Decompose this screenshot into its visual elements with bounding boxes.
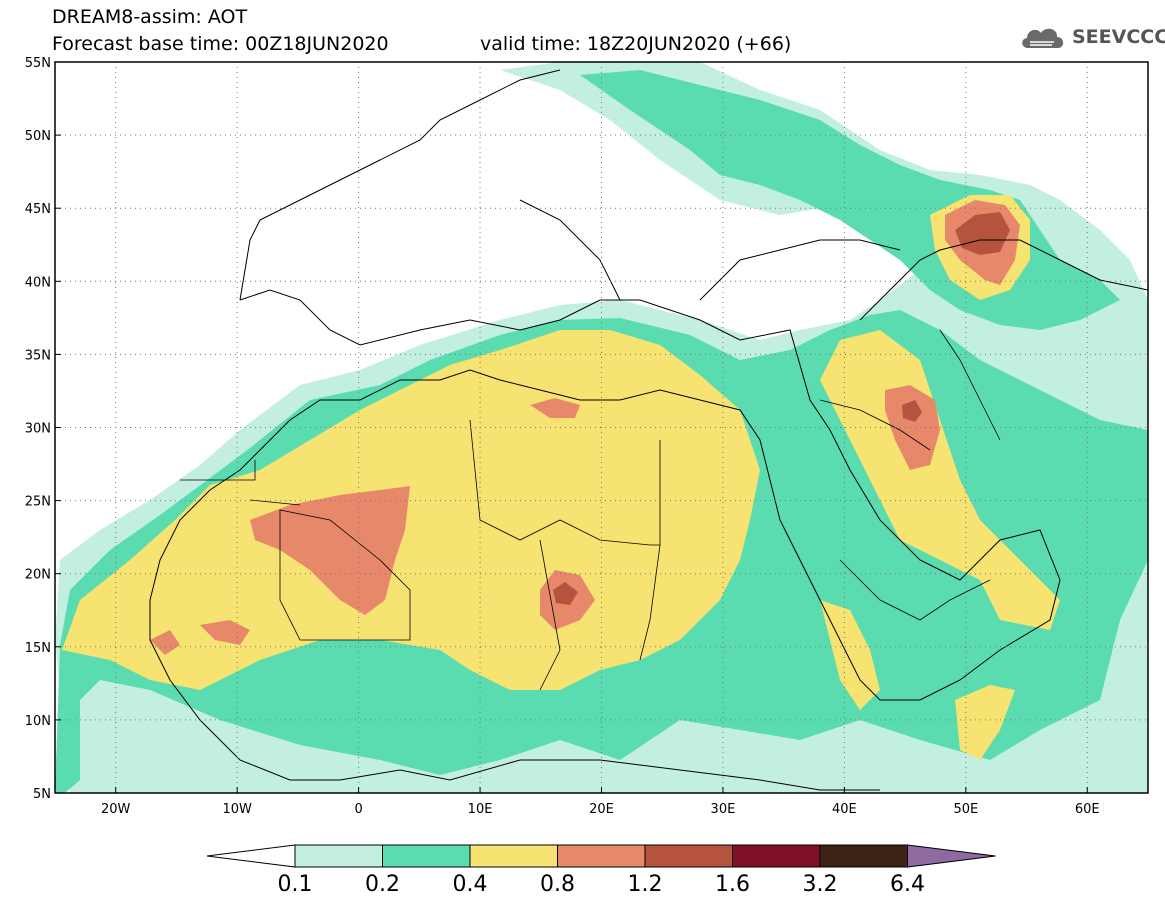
lat-tick-label: 20N — [25, 568, 51, 583]
colorbar-swatch — [732, 844, 821, 868]
colorbar-level-label: 0.4 — [452, 872, 488, 897]
logo-text: SEEVCCC — [1072, 26, 1165, 48]
title-line-1: DREAM8-assim: AOT — [52, 6, 248, 28]
colorbar-under-triangle — [206, 844, 296, 868]
aot-field — [55, 62, 1148, 793]
lat-tick-label: 35N — [25, 348, 51, 363]
lon-tick-label: 10W — [222, 802, 252, 817]
seevccc-logo: SEEVCCC — [1018, 22, 1165, 52]
colorbar-level-label: 1.6 — [715, 872, 750, 897]
aot-band-0.4-east — [820, 330, 1060, 630]
lat-tick-label: 55N — [25, 56, 51, 71]
colorbar-swatch — [819, 844, 908, 868]
colorbar-swatch — [382, 844, 471, 868]
title-line-2: Forecast base time: 00Z18JUN2020 — [52, 33, 389, 55]
colorbar-level-label: 3.2 — [802, 872, 838, 897]
colorbar-swatch — [294, 844, 383, 868]
lat-tick-label: 15N — [25, 641, 51, 656]
aot-band-1.2-iraq — [902, 400, 922, 422]
lon-tick-label: 10E — [468, 802, 493, 817]
aot-band-0.8-libya — [530, 398, 580, 418]
country-borders — [180, 329, 1001, 691]
lon-tick-label: 60E — [1075, 802, 1100, 817]
lon-axis: 20W 10W 0 10E 20E 30E 40E 50E 60E — [101, 787, 1100, 817]
lat-tick-label: 10N — [25, 714, 51, 729]
colorbar-swatch — [557, 844, 646, 868]
cloud-icon — [1022, 28, 1064, 48]
lat-axis: 55N 50N 45N 40N 35N 30N 25N 20N 15N 10N 5N — [25, 56, 61, 802]
aot-band-0.8-iraq — [885, 385, 940, 470]
lon-tick-label: 0 — [354, 802, 362, 817]
aot-band-0.8-senegal — [150, 630, 180, 655]
lat-tick-label: 25N — [25, 495, 51, 510]
lon-tick-label: 30E — [711, 802, 736, 817]
colorbar-level-label: 0.1 — [277, 872, 313, 897]
colorbar-level-label: 0.8 — [540, 872, 575, 897]
valid-time: valid time: 18Z20JUN2020 (+66) — [480, 33, 792, 55]
colorbar-swatch — [644, 844, 733, 868]
aot-band-1.2-caspian — [955, 212, 1010, 255]
aot-band-0.4-horn — [955, 685, 1015, 760]
colorbar-swatch — [469, 844, 558, 868]
colorbar-level-label: 6.4 — [890, 872, 925, 897]
lon-tick-label: 20W — [101, 802, 131, 817]
colorbar — [206, 844, 996, 868]
aot-band-0.8-mali — [200, 620, 250, 645]
colorbar-level-label: 1.2 — [627, 872, 663, 897]
lat-tick-label: 5N — [33, 787, 51, 802]
aot-band-1.2-chad — [553, 582, 578, 605]
aot-band-0.4-redsea — [820, 600, 880, 710]
lat-tick-label: 45N — [25, 202, 51, 217]
lon-tick-label: 20E — [589, 802, 614, 817]
colorbar-over-triangle — [907, 844, 996, 868]
lon-tick-label: 50E — [953, 802, 978, 817]
aot-band-0.8-sahara — [250, 486, 410, 615]
lon-tick-label: 40E — [832, 802, 857, 817]
coastlines — [149, 69, 1149, 791]
lat-tick-label: 40N — [25, 275, 51, 290]
lat-tick-label: 50N — [25, 129, 51, 144]
lat-tick-label: 30N — [25, 422, 51, 437]
colorbar-level-label: 0.2 — [365, 872, 400, 897]
